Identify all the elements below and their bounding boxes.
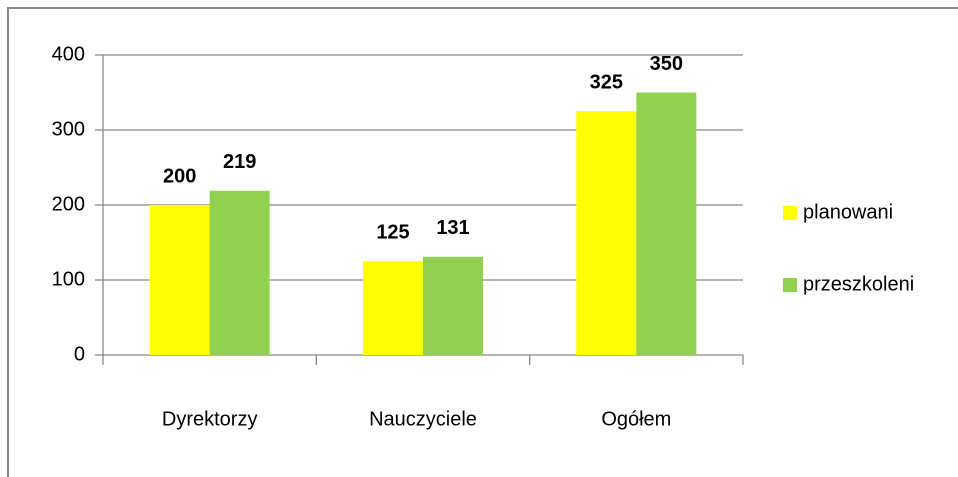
legend-label: przeszkoleni — [803, 273, 914, 295]
y-tick-label: 100 — [52, 268, 85, 290]
bar — [423, 256, 483, 355]
y-tick-label: 300 — [52, 118, 85, 140]
x-tick-label: Dyrektorzy — [162, 408, 258, 430]
data-label: 350 — [650, 53, 683, 75]
data-label: 131 — [436, 217, 469, 239]
data-label: 325 — [590, 72, 623, 94]
legend-label: planowani — [803, 201, 893, 223]
y-tick-label: 200 — [52, 193, 85, 215]
bar — [149, 205, 210, 355]
data-label: 125 — [376, 222, 409, 244]
data-label: 200 — [163, 165, 196, 187]
bar — [209, 190, 270, 355]
legend-swatch — [783, 278, 797, 292]
data-label: 219 — [223, 151, 256, 173]
bar — [636, 92, 697, 355]
bar — [576, 111, 637, 355]
y-tick-label: 0 — [74, 343, 85, 365]
bar — [363, 261, 423, 355]
frame — [7, 7, 958, 477]
x-tick-label: Ogółem — [601, 408, 671, 430]
y-tick-label: 400 — [52, 43, 85, 65]
x-tick-label: Nauczyciele — [369, 408, 477, 430]
legend-swatch — [783, 206, 797, 220]
